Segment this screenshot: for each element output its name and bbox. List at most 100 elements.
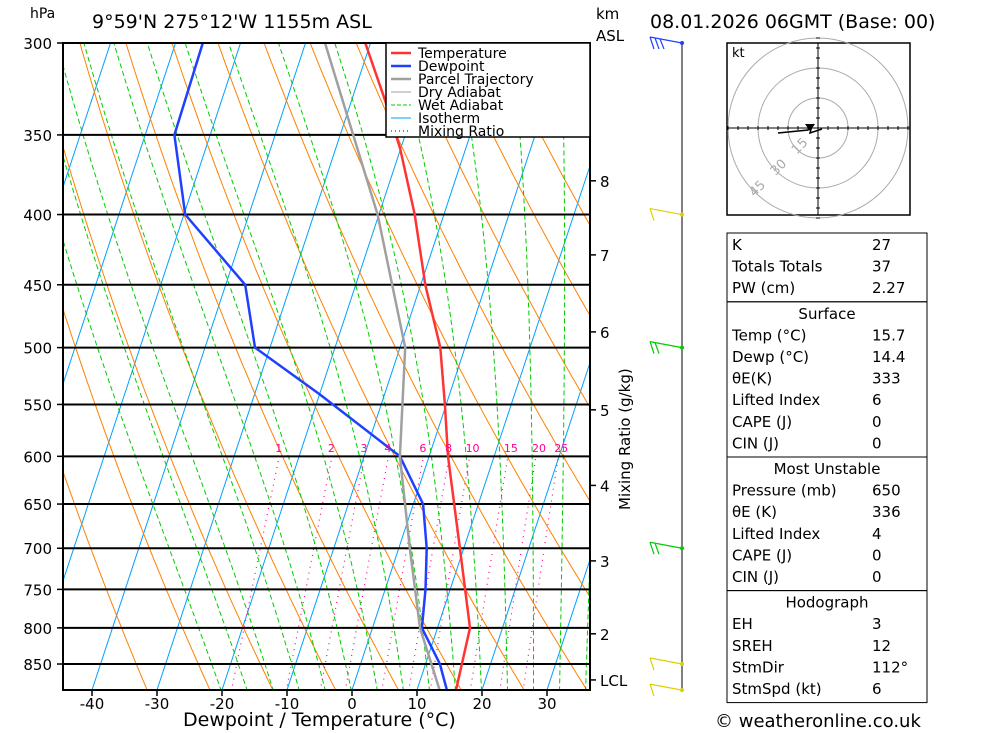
mixing-ratio-line: [499, 456, 537, 690]
y-tick-label: 850: [23, 656, 52, 674]
dry-adiabat-line: [79, 43, 337, 690]
table-row-label: θE(K): [732, 370, 772, 388]
isotherm-line: [63, 43, 112, 189]
legend-label: Wet Adiabat: [418, 98, 504, 114]
isotherm-line: [156, 43, 372, 690]
wind-barb-feather: [654, 542, 660, 555]
wind-barb-staff: [649, 207, 683, 216]
wind-barb-feather: [649, 36, 655, 50]
dewpoint-line: [173, 43, 449, 690]
y-tick-label: 350: [23, 127, 52, 145]
dry-adiabat-line: [63, 469, 148, 690]
mixing-ratio-label: 8: [445, 442, 452, 455]
legend-label: Mixing Ratio: [418, 124, 504, 140]
table-row-label: K: [732, 236, 743, 254]
wet-adiabat-line: [559, 43, 566, 690]
table-row-label: CIN (J): [732, 568, 779, 586]
plot-frame: [62, 42, 591, 691]
table-row-label: Pressure (mb): [732, 482, 837, 500]
table-row-label: StmDir: [732, 658, 785, 676]
wet-adiabat-line: [63, 238, 222, 690]
wind-barb-feather: [659, 38, 665, 50]
table-row-label: PW (cm): [732, 279, 795, 297]
wind-barb-staff: [649, 36, 683, 44]
mixing-ratio-label: 1: [275, 442, 282, 455]
dry-adiabat-line: [263, 43, 588, 690]
wind-barb-feather: [649, 341, 655, 354]
wind-barb-staff: [649, 683, 683, 691]
mixing-ratio-label: 10: [466, 442, 480, 455]
wind-barbs: [649, 36, 684, 697]
table-row-label: CIN (J): [732, 434, 779, 452]
table-section-title: Most Unstable: [774, 460, 881, 478]
table-row-value: 0: [872, 546, 882, 564]
km-tick-label: 8: [600, 173, 610, 191]
x-tick-label: -20: [210, 695, 235, 713]
mixing-ratio-label: 25: [554, 442, 568, 455]
y-tick-label: 450: [23, 277, 52, 295]
mixing-ratio-line: [285, 456, 333, 690]
table-row-value: 0: [872, 413, 882, 431]
wet-adiabat-line: [63, 154, 248, 690]
wind-barb-feather: [654, 37, 660, 50]
mixing-ratio-line: [319, 456, 366, 690]
asl-label: ASL: [596, 27, 625, 45]
mixing-ratio-axis-title: Mixing Ratio (g/kg): [616, 368, 634, 510]
x-tick-label: -40: [80, 695, 105, 713]
wind-barb-feather: [649, 683, 655, 697]
table-row-value: 333: [872, 370, 901, 388]
isotherm-line: [63, 43, 242, 583]
x-tick-label: -30: [145, 695, 170, 713]
table-row-label: CAPE (J): [732, 413, 792, 431]
parcel-trajectory-line: [323, 43, 441, 690]
table-row-value: 112°: [872, 658, 908, 676]
storm-motion-marker: [805, 124, 815, 131]
table-row-value: 14.4: [872, 348, 905, 366]
km-tick-label: 4: [600, 477, 610, 495]
table-section: [726, 590, 928, 704]
y-tick-label: 500: [23, 340, 52, 358]
table-row-label: Lifted Index: [732, 525, 820, 543]
table-row-value: 6: [872, 680, 882, 698]
table-row-label: Dewp (°C): [732, 348, 809, 366]
table-row-value: 650: [872, 482, 901, 500]
wet-adiabat-line: [113, 43, 326, 690]
km-tick-label: 2: [600, 626, 610, 644]
dry-adiabat-line: [926, 2, 1000, 692]
wet-adiabat-line: [395, 43, 482, 690]
table-row-label: CAPE (J): [732, 546, 792, 564]
x-axis-title: Dewpoint / Temperature (°C): [183, 709, 456, 731]
wind-barb-feather: [649, 657, 655, 671]
wet-adiabat-line: [146, 43, 352, 690]
mixing-ratio-label: 2: [328, 442, 335, 455]
wind-barb-feather: [649, 542, 655, 555]
background-lines: [63, 2, 1000, 692]
x-tick-label: 10: [407, 695, 426, 713]
wet-adiabat-line: [277, 43, 430, 690]
wind-barb-feather: [649, 208, 655, 221]
x-tick-label: 0: [347, 695, 357, 713]
mixing-ratio-label: 4: [384, 442, 391, 455]
table-row-value: 6: [872, 391, 882, 409]
table-row-value: 37: [872, 258, 891, 276]
table-row-value: 3: [872, 615, 882, 633]
y-tick-label: 650: [23, 496, 52, 514]
x-tick-label: 30: [537, 695, 556, 713]
x-tick-label: 20: [472, 695, 491, 713]
wet-adiabat-line: [585, 543, 590, 690]
mixing-ratio-line: [230, 456, 280, 690]
mixing-ratio-label: 20: [532, 442, 546, 455]
wind-barb-staff: [649, 657, 683, 665]
dry-adiabat-line: [63, 307, 211, 690]
pressure-unit: hPa: [30, 6, 55, 22]
wet-adiabat-line: [455, 43, 508, 690]
wet-adiabat-line: [334, 43, 456, 690]
legend-label: Dry Adiabat: [418, 85, 501, 101]
km-tick-label: 6: [600, 324, 610, 342]
table-row-value: 336: [872, 503, 901, 521]
y-tick-label: 750: [23, 581, 52, 599]
x-tick-label: -10: [275, 695, 300, 713]
table-row-label: EH: [732, 615, 753, 633]
